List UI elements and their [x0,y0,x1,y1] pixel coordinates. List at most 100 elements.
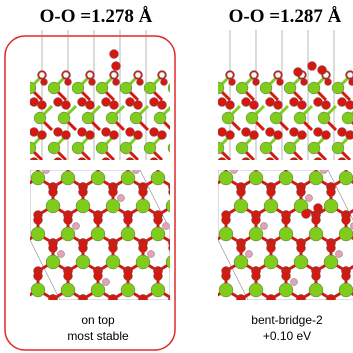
atom [342,160,351,169]
atom [264,255,278,269]
atom [126,128,135,137]
atom [124,216,133,225]
caption: most stable [67,329,129,343]
caption: bent-bridge-2 [251,313,323,327]
bond [203,206,218,215]
atom [102,158,111,167]
atom [332,82,344,94]
side-view [212,30,353,167]
atom [222,112,234,124]
atom [49,295,58,304]
atom [82,112,94,124]
atom [267,295,276,304]
atom [24,142,36,154]
atom [327,188,336,197]
atom [30,98,39,107]
bond [174,136,186,148]
atom [290,128,299,137]
atom [38,101,47,110]
atom [30,128,39,137]
bond [184,118,196,130]
atom [227,72,233,78]
atom [314,204,323,213]
atom [121,283,135,297]
atom [34,272,43,281]
atom [279,227,293,241]
atom [169,295,178,304]
atom [121,171,135,185]
atom [226,131,235,140]
atom [250,101,259,110]
atom [72,142,84,154]
atom [109,188,118,197]
atom [219,227,233,241]
atom [120,82,132,94]
atom [139,188,148,197]
atom [31,283,45,297]
atom [246,112,258,124]
atom [151,227,165,241]
atom [134,101,143,110]
atom [144,142,156,154]
atom [222,160,231,169]
atom [34,160,43,169]
atom [72,82,84,94]
atom [184,267,193,276]
atom [126,98,135,107]
atom [237,295,246,304]
atom [63,72,69,78]
atom [64,160,73,169]
atom [199,239,208,248]
atom [314,98,323,107]
atom [308,62,317,71]
atom [137,79,144,86]
atom [46,255,60,269]
atom [163,223,170,230]
atom [134,131,143,140]
atom [246,251,253,258]
atom [169,188,178,197]
atom [207,239,216,248]
side-view [24,30,196,167]
atom [109,244,118,253]
atom [252,160,261,169]
atom [58,251,65,258]
atom [150,128,159,137]
atom [62,131,71,140]
atom [178,112,190,124]
atom [252,272,261,281]
atom [339,171,353,185]
atom [86,101,95,110]
atom [312,272,321,281]
figure: O-O =1.278 Å O-O =1.287 Å on top most st… [0,0,353,353]
atom [106,199,120,213]
atom [109,295,118,304]
atom [342,112,353,124]
atom [199,244,208,253]
atom [31,171,45,185]
atom [61,283,75,297]
atom [207,183,216,192]
atom [124,160,133,169]
atom [297,188,306,197]
atom [54,158,63,167]
atom [309,227,323,241]
atom [236,82,248,94]
atom [327,244,336,253]
bond [174,148,186,160]
atom [96,82,108,94]
atom [314,128,323,137]
atom [46,199,60,213]
atom [154,112,166,124]
atom [48,142,60,154]
atom [166,255,180,269]
atom [78,128,87,137]
atom [346,131,353,140]
atom [336,251,343,258]
atom [91,171,105,185]
atom [251,72,257,78]
bond [188,178,203,187]
atom [182,131,191,140]
atom [274,101,283,110]
atom [302,210,311,219]
